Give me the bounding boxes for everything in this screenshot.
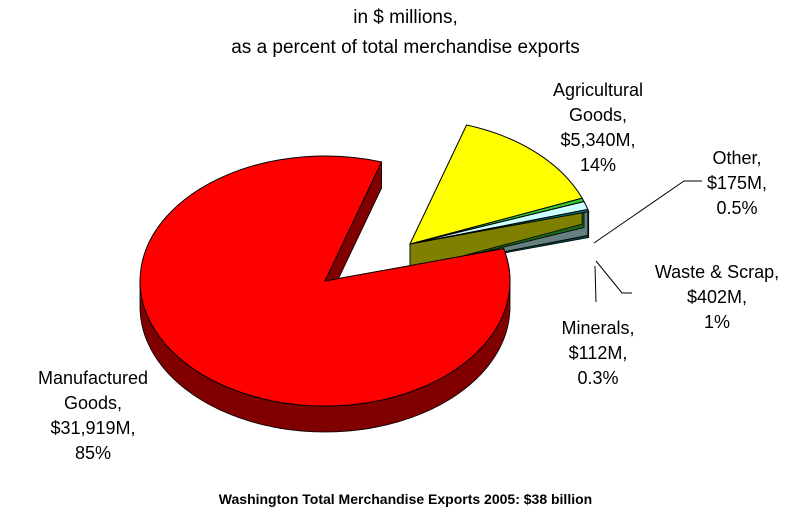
chart-footer: Washington Total Merchandise Exports 200… bbox=[218, 491, 593, 507]
leader-waste-scrap bbox=[595, 260, 632, 294]
leader-other bbox=[593, 180, 702, 244]
chart-subtitle-line-2: as a percent of total merchandise export… bbox=[231, 37, 580, 58]
label-agricultural: Agricultural Goods, $5,340M, 14% bbox=[552, 80, 644, 175]
label-minerals: Minerals, $112M, 0.3% bbox=[561, 318, 635, 388]
label-waste-scrap: Waste & Scrap, $402M, 1% bbox=[654, 262, 780, 332]
slice-agricultural-goods bbox=[409, 124, 583, 245]
label-manufactured: Manufactured Goods, $31,919M, 85% bbox=[37, 368, 149, 463]
slice-manufactured-goods bbox=[139, 155, 511, 407]
chart-subtitle-line-1: in $ millions, bbox=[353, 7, 458, 28]
leader-minerals bbox=[594, 265, 597, 303]
label-other: Other, $175M, 0.5% bbox=[706, 148, 768, 218]
